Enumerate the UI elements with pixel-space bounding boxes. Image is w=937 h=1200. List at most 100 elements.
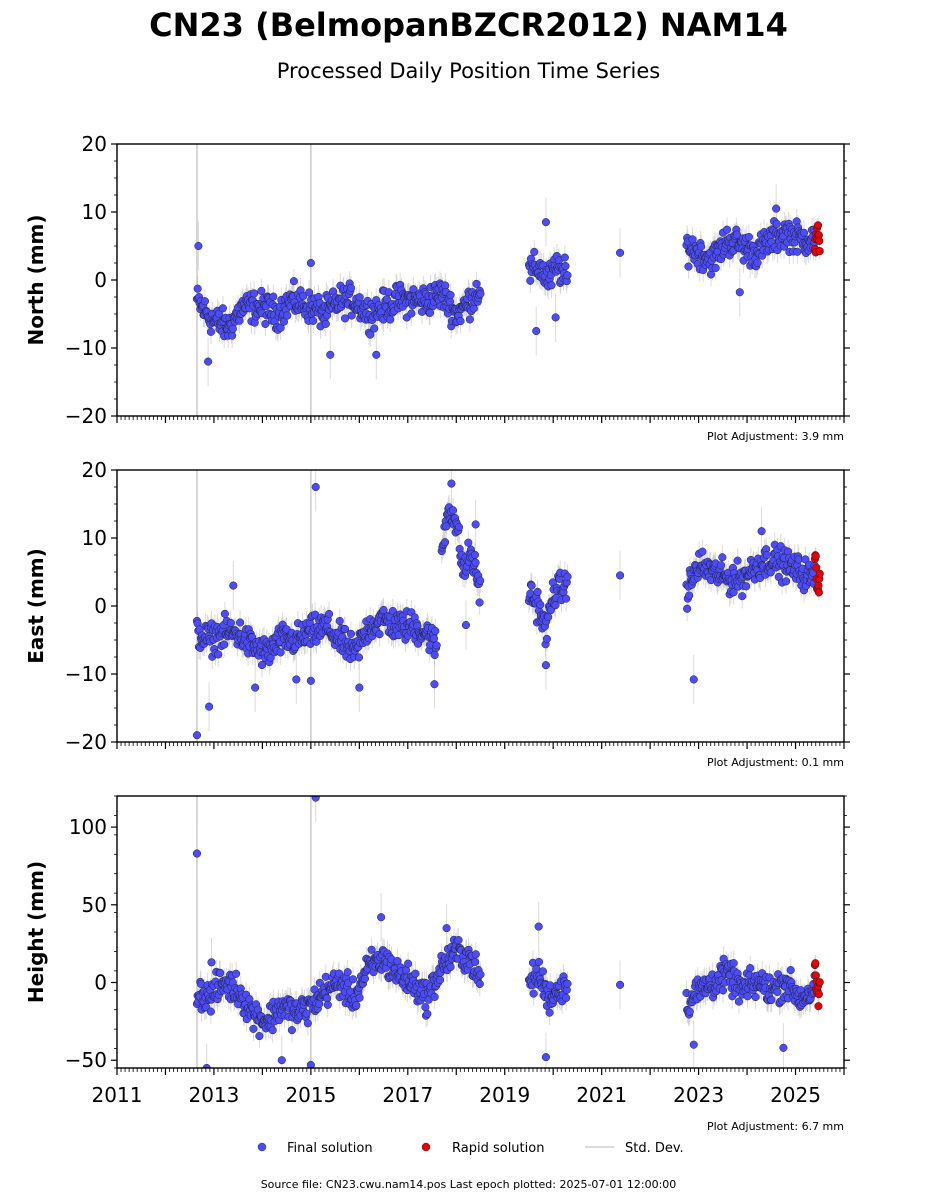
north-final-point <box>688 235 697 244</box>
height-stddev-bars <box>196 796 821 1068</box>
north-panel: −20 −10 0 10 20 North (mm) Plot Adjustment: … <box>24 132 850 443</box>
height-outlier-point <box>541 1053 550 1062</box>
north-y-axis-label: North (mm) <box>24 214 48 345</box>
height-adjustment-note: Plot Adjustment: 6.7 mm <box>707 1120 844 1133</box>
legend-rapid-marker <box>421 1142 431 1152</box>
north-final-point <box>321 319 330 328</box>
height-final-point <box>323 1000 332 1009</box>
height-final-point <box>729 959 738 968</box>
east-outlier-point <box>616 571 625 580</box>
north-final-point <box>547 281 556 290</box>
east-y-tick-label: −10 <box>65 662 107 686</box>
height-final-point <box>538 967 547 976</box>
east-final-point <box>346 629 356 638</box>
north-rapid-points <box>810 221 824 257</box>
north-final-point <box>563 271 572 280</box>
east-outlier-point <box>447 479 456 488</box>
height-final-point <box>751 992 760 1002</box>
north-final-point <box>561 261 570 271</box>
east-final-point <box>340 624 350 634</box>
north-final-point <box>456 317 465 326</box>
east-final-point <box>276 648 285 657</box>
height-final-point <box>355 993 364 1002</box>
north-rapid-point <box>815 247 824 256</box>
north-outlier-point <box>616 248 625 257</box>
north-outlier-point <box>194 241 203 251</box>
height-final-point <box>343 968 352 977</box>
north-outlier-point <box>372 350 381 359</box>
north-outlier-point <box>306 258 315 268</box>
east-outlier-point <box>430 680 439 689</box>
north-final-point <box>711 263 720 273</box>
height-outlier-point <box>311 796 320 802</box>
height-final-point <box>746 963 755 973</box>
height-final-point <box>423 1009 432 1018</box>
north-frame <box>116 143 845 417</box>
east-y-tick-label: 0 <box>94 594 107 618</box>
height-final-points <box>192 796 819 1068</box>
legend-stddev-label: Std. Dev. <box>625 1141 684 1156</box>
north-plot-area <box>192 144 824 416</box>
height-outlier-point <box>616 980 625 989</box>
height-x-tick-label: 2023 <box>673 1083 724 1107</box>
north-outlier-point <box>532 326 541 336</box>
north-final-point <box>283 311 292 320</box>
north-final-point <box>261 319 270 329</box>
east-y-axis-label: East (mm) <box>24 548 48 664</box>
east-outlier-point <box>355 683 364 692</box>
east-rapid-point <box>814 581 823 590</box>
east-final-point <box>527 581 536 590</box>
north-final-point <box>425 308 435 317</box>
east-final-point <box>430 650 439 660</box>
height-marks <box>192 796 824 1068</box>
height-y-tick-label: 0 <box>94 971 107 995</box>
east-final-point <box>716 561 726 570</box>
north-final-point <box>530 247 539 256</box>
height-outlier-point <box>689 1040 698 1049</box>
north-marks <box>192 144 824 416</box>
north-final-point <box>228 331 237 340</box>
east-rapid-points <box>810 551 824 597</box>
east-plot-area <box>192 470 824 742</box>
north-final-point <box>744 232 753 242</box>
east-stddev-bars <box>196 470 821 742</box>
east-y-tick-label: −20 <box>65 730 107 754</box>
north-final-point <box>279 317 288 326</box>
height-x-tick-label: 2011 <box>92 1083 143 1107</box>
height-final-point <box>303 1019 312 1028</box>
height-final-point <box>786 966 795 975</box>
north-final-point <box>772 219 781 228</box>
east-final-point <box>335 616 344 626</box>
east-final-point <box>471 558 480 567</box>
north-final-point <box>206 327 215 336</box>
north-final-point <box>684 262 693 271</box>
height-x-tick-label: 2025 <box>770 1083 821 1107</box>
north-final-point <box>269 292 278 301</box>
east-final-point <box>257 660 267 670</box>
east-final-point <box>742 582 751 591</box>
height-final-point <box>435 975 445 985</box>
north-final-point <box>732 230 741 239</box>
height-final-point <box>367 945 376 954</box>
north-outlier-point <box>551 313 560 322</box>
height-final-point <box>206 1007 215 1016</box>
legend-final-label: Final solution <box>287 1141 373 1156</box>
east-final-point <box>766 568 775 577</box>
north-outlier-point <box>735 288 744 297</box>
north-y-tick-label: −20 <box>65 404 107 428</box>
height-frame <box>116 795 845 1069</box>
east-final-point <box>733 556 742 565</box>
north-axis: −20 −10 0 10 20 <box>65 132 850 428</box>
east-outlier-point <box>461 620 471 630</box>
height-x-tick-label: 2015 <box>285 1083 336 1107</box>
height-outlier-point <box>534 922 543 931</box>
north-final-point <box>469 304 478 313</box>
height-outlier-point <box>207 958 216 967</box>
north-outlier-point <box>772 204 781 213</box>
east-final-point <box>475 598 484 607</box>
north-final-point <box>214 309 223 318</box>
east-final-point <box>379 605 388 615</box>
east-final-point <box>738 592 747 601</box>
height-final-point <box>562 993 571 1002</box>
